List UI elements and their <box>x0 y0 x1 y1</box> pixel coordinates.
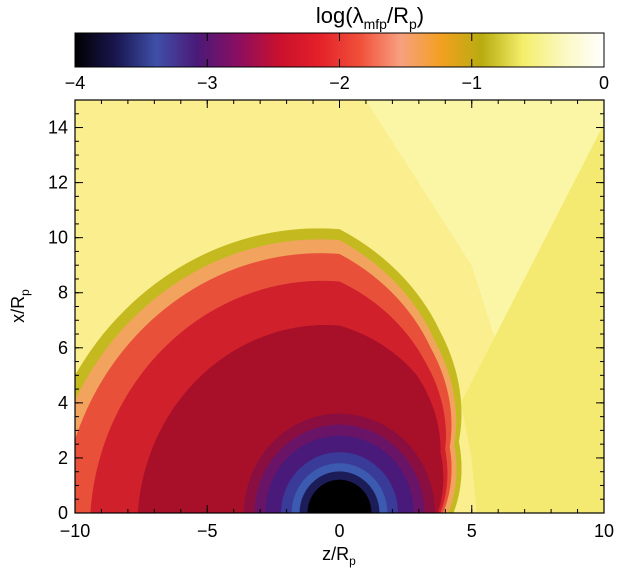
colorbar-tick-label: −1 <box>461 73 482 93</box>
colorbar-tick-label: −4 <box>65 73 86 93</box>
y-axis-label: x/Rp <box>8 289 32 323</box>
y-tick-label: 0 <box>58 503 68 523</box>
y-tick-label: 4 <box>58 393 68 413</box>
colorbar-tick-label: −2 <box>329 73 350 93</box>
x-axis-label: z/Rp <box>322 544 356 568</box>
colorbar-tick-label: −3 <box>197 73 218 93</box>
y-tick-label: 14 <box>48 118 68 138</box>
y-tick-label: 6 <box>58 338 68 358</box>
x-tick-label: −10 <box>60 521 91 541</box>
axis-ticks: −10 −5 0 5 10 0 2 4 6 8 10 12 14 <box>48 99 614 541</box>
colorbar-tick-label: 0 <box>599 73 609 93</box>
x-tick-label: 10 <box>594 521 614 541</box>
colorbar-ticks: −4 −3 −2 −1 0 <box>65 33 609 93</box>
field-contour-1 <box>460 123 604 513</box>
x-tick-label: 5 <box>467 521 477 541</box>
y-tick-label: 10 <box>48 228 68 248</box>
y-tick-label: 8 <box>58 283 68 303</box>
y-tick-label: 2 <box>58 448 68 468</box>
y-tick-label: 12 <box>48 173 68 193</box>
colorbar-title: log(λmfp/Rp) <box>316 3 424 32</box>
x-tick-label: 0 <box>334 521 344 541</box>
x-tick-label: −5 <box>197 521 218 541</box>
field-contour-13 <box>307 479 372 513</box>
heatmap-field <box>75 100 604 513</box>
